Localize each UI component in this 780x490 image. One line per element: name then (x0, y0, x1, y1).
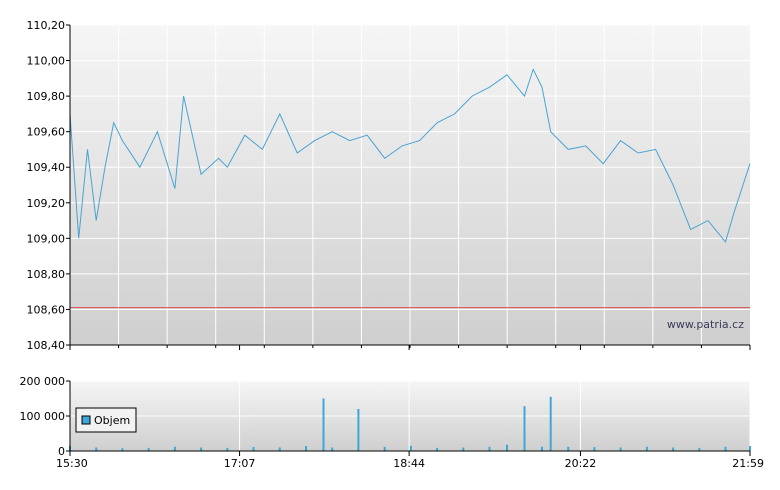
legend-label-objem: Objem (94, 414, 130, 427)
volume-bar (200, 447, 203, 451)
x-tick-label: 15:30 (56, 457, 88, 470)
volume-bar (173, 446, 176, 451)
volume-bar (645, 446, 648, 451)
price-y-tick-label: 108,80 (27, 268, 66, 281)
volume-bar (698, 447, 701, 451)
price-y-tick-label: 109,60 (27, 126, 66, 139)
x-tick-label: 17:07 (224, 457, 256, 470)
x-tick-label: 20:22 (565, 457, 597, 470)
volume-bar (549, 396, 552, 452)
volume-legend: Objem (75, 407, 137, 433)
x-tick-label: 18:44 (393, 457, 425, 470)
x-tick-label: 21:59 (732, 457, 764, 470)
volume-bar (462, 447, 465, 451)
volume-bar (541, 446, 543, 451)
price-y-tick-label: 109,40 (27, 161, 66, 174)
volume-bar (488, 446, 491, 451)
volume-y-tick-label: 200 000 (20, 375, 66, 388)
price-y-tick-label: 110,00 (27, 55, 66, 68)
volume-bar (383, 446, 386, 451)
price-y-tick-label: 109,20 (27, 197, 66, 210)
volume-bar (322, 398, 325, 451)
volume-bar (724, 446, 727, 451)
price-x-axis-ticks (69, 345, 751, 350)
volume-bar (567, 446, 570, 451)
price-y-tick-label: 108,40 (27, 339, 66, 352)
volume-bar (436, 447, 439, 451)
volume-x-axis-ticks: 15:30 17:07 18:44 20:22 21:59 (56, 451, 764, 470)
volume-bar (357, 409, 360, 451)
price-y-tick-label: 109,00 (27, 232, 66, 245)
price-y-tick-label: 109,80 (27, 90, 66, 103)
volume-bar (147, 447, 150, 451)
volume-bar (619, 447, 622, 451)
volume-y-tick-label: 100 000 (20, 410, 66, 423)
volume-bar (226, 447, 229, 451)
volume-y-tick-label: 0 (58, 445, 65, 458)
volume-bar (305, 446, 307, 451)
volume-bar (95, 447, 98, 451)
volume-bar (121, 448, 124, 451)
volume-bar (331, 447, 334, 451)
volume-bar (409, 445, 412, 452)
volume-bar (252, 447, 255, 451)
volume-bar (523, 406, 526, 451)
legend-swatch (81, 415, 91, 425)
volume-bars (69, 396, 751, 452)
volume-y-axis-ticks: 200 000 100 000 0 (20, 375, 70, 458)
watermark: www.patria.cz (667, 318, 744, 331)
volume-bar (506, 444, 508, 451)
price-y-tick-label: 108,60 (27, 303, 66, 316)
volume-bar (749, 446, 751, 451)
price-panel: 110,20 110,00 109,80 109,60 109,40 109,20 109,… (27, 19, 751, 352)
volume-bar (278, 447, 281, 451)
volume-bar (593, 447, 596, 451)
price-y-tick-label: 110,20 (27, 19, 66, 32)
volume-bar (672, 447, 675, 451)
volume-panel: 200 000 100 000 0 15:30 17:07 18:44 20:22 21:5… (20, 375, 765, 470)
price-series-line (69, 68, 751, 243)
price-y-axis-ticks: 110,20 110,00 109,80 109,60 109,40 109,20 109,… (27, 19, 70, 352)
